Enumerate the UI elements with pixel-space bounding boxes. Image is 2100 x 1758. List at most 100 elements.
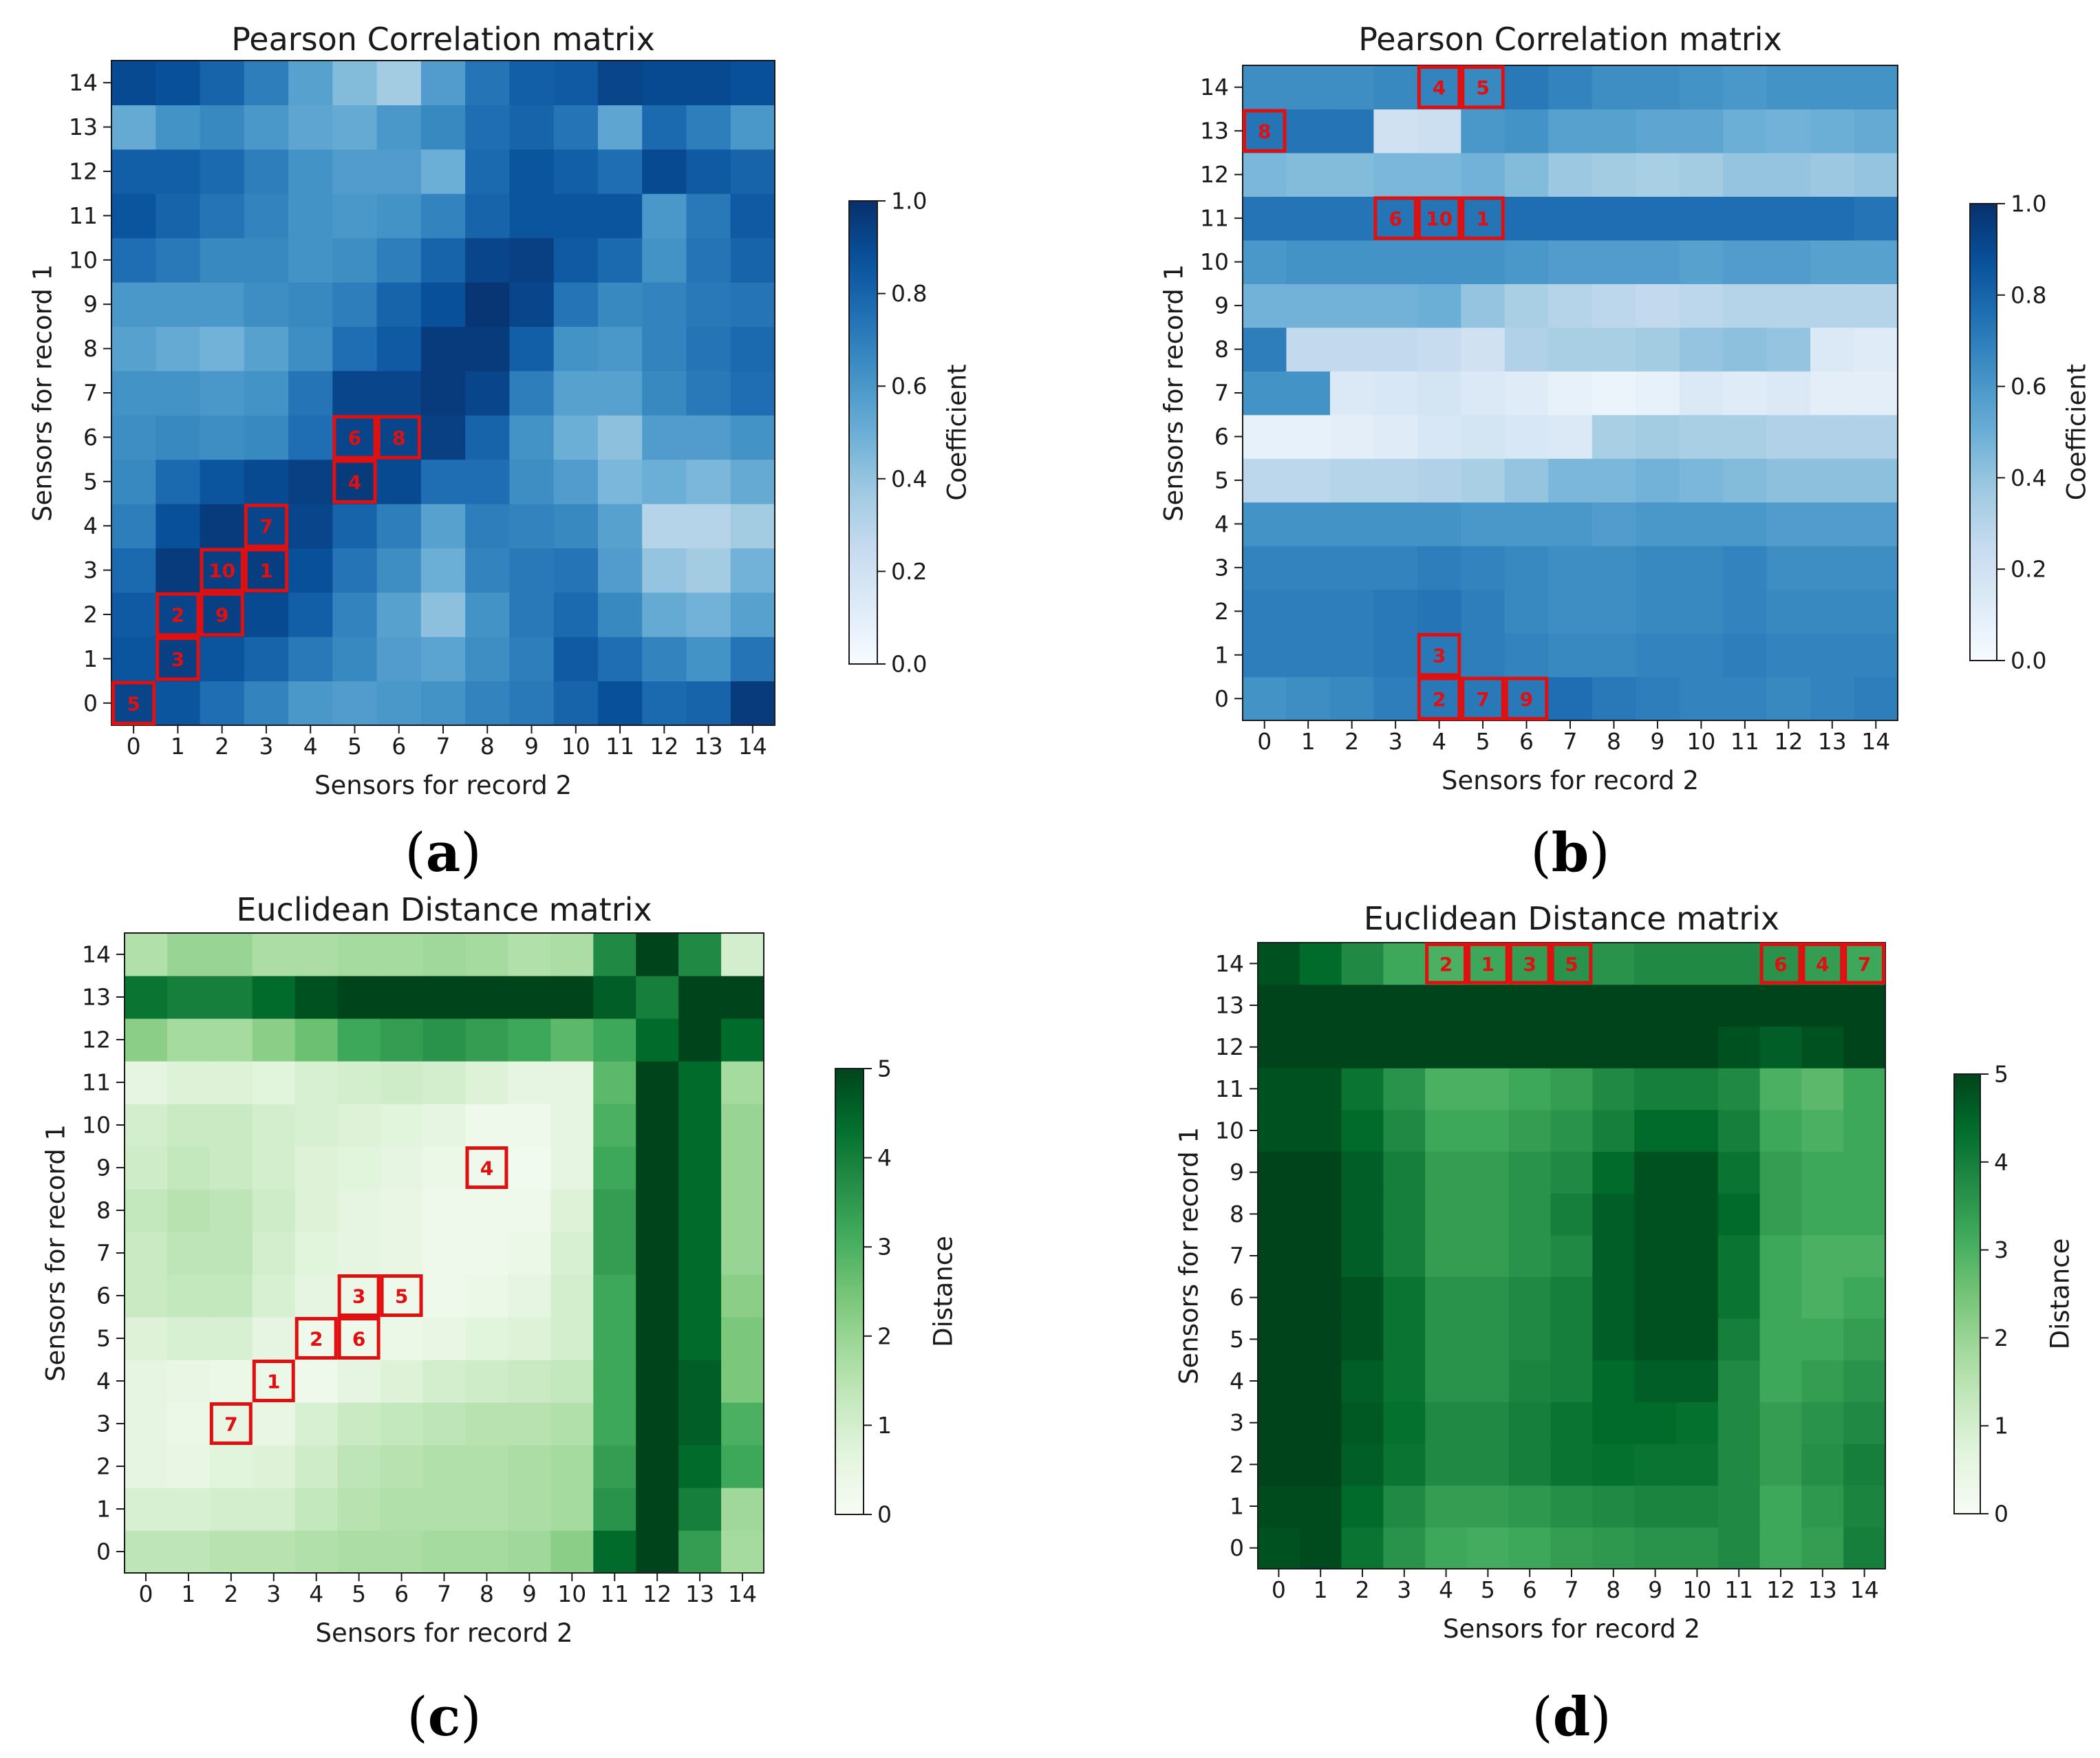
x-tick-label: 1: [1314, 1576, 1328, 1603]
heatmap-cell: [1679, 589, 1724, 634]
heatmap-cell: [1383, 1402, 1426, 1444]
heatmap-cell: [730, 548, 775, 593]
heatmap-cell: [721, 1104, 764, 1147]
heatmap-cell: [1766, 676, 1811, 721]
y-tick-label: 11: [69, 202, 98, 229]
colorbar-tick-label: 1: [877, 1412, 892, 1439]
heatmap-cell: [1717, 984, 1761, 1027]
heatmap-cell: [337, 1061, 381, 1104]
heatmap-cell: [1286, 327, 1331, 372]
heatmap-cell: [125, 1488, 168, 1531]
y-tick-label: 8: [1214, 336, 1229, 363]
colorbar: [1969, 203, 1997, 661]
heatmap-cell: [1854, 65, 1898, 110]
heatmap-cell: [636, 1402, 679, 1446]
heatmap-cell: [465, 1189, 508, 1232]
heatmap-cell: [1801, 1068, 1844, 1111]
heatmap-cell: [1723, 283, 1768, 328]
heatmap-cell: [730, 592, 775, 637]
heatmap-cell: [294, 1402, 339, 1446]
heatmap-cell: [553, 459, 599, 504]
heatmap-cell: [1854, 239, 1898, 284]
heatmap-cell: [686, 548, 731, 593]
heatmap-cell: [1550, 943, 1593, 985]
heatmap-cell: [1801, 1318, 1844, 1361]
heatmap-cell: [678, 1104, 722, 1147]
heatmap-cell: [636, 1530, 679, 1574]
heatmap-cell: [1679, 633, 1724, 678]
heatmap-cell: [1504, 414, 1549, 459]
heatmap-cell: [294, 1018, 339, 1062]
heatmap-cell: [678, 976, 722, 1019]
x-tick-label: 11: [600, 1580, 629, 1607]
heatmap-cell: [420, 548, 466, 593]
heatmap-cell: [1759, 1151, 1802, 1194]
heatmap-cell: [1717, 1234, 1761, 1277]
heatmap-cell: [125, 1360, 168, 1403]
heatmap-cell: [509, 636, 555, 682]
heatmap-cell: [332, 459, 378, 504]
heatmap-cell: [1634, 1068, 1677, 1111]
y-tick-label: 13: [69, 114, 98, 140]
heatmap-cell: [1425, 1109, 1468, 1152]
highlight-label: 2: [310, 1328, 323, 1351]
heatmap-cell: [1425, 1068, 1468, 1111]
heatmap-cell: [1592, 327, 1636, 372]
heatmap-cell: [1383, 1026, 1426, 1069]
heatmap-cell: [332, 504, 378, 548]
heatmap-cell: [1723, 371, 1768, 416]
heatmap-cell: [1548, 196, 1593, 241]
heatmap-cell: [636, 933, 679, 976]
heatmap-cell: [686, 636, 731, 682]
heatmap-cell: [1508, 1151, 1552, 1194]
heatmap-cell: [593, 976, 636, 1019]
heatmap-cell: [465, 933, 508, 976]
heatmap-cell: [1801, 1151, 1844, 1194]
heatmap-cell: [642, 370, 687, 416]
heatmap-cell: [252, 1018, 296, 1062]
heatmap-cell: [1461, 502, 1506, 546]
x-tick-label: 11: [1731, 728, 1759, 755]
heatmap-cell: [1548, 546, 1593, 590]
highlight-box: [1504, 676, 1549, 720]
heatmap-cell: [337, 1445, 381, 1488]
heatmap-cell: [156, 237, 201, 283]
heatmap-cell: [1636, 414, 1680, 459]
heatmap-cell: [721, 1274, 764, 1318]
heatmap-cell: [721, 1232, 764, 1275]
heatmap-cell: [294, 1104, 339, 1147]
heatmap-cell: [332, 149, 378, 194]
heatmap-cell: [1467, 1485, 1510, 1527]
heatmap-cell: [1373, 458, 1418, 503]
highlight-box: [1801, 943, 1844, 985]
heatmap-cell: [642, 282, 687, 327]
heatmap-cell: [1592, 1485, 1635, 1527]
heatmap-cell: [1759, 1402, 1802, 1444]
heatmap-cell: [1425, 1444, 1468, 1486]
heatmap-cell: [244, 61, 289, 105]
heatmap-cell: [465, 1274, 508, 1318]
heatmap-cell: [1329, 109, 1374, 153]
x-tick-label: 13: [694, 733, 723, 760]
x-tick-label: 6: [394, 1580, 409, 1607]
heatmap-cell: [1676, 1444, 1719, 1486]
heatmap-cell: [1550, 1193, 1593, 1236]
heatmap-cell: [1810, 327, 1855, 372]
heatmap-cell: [288, 149, 333, 194]
highlight-label: 5: [395, 1285, 408, 1308]
heatmap-cell: [1843, 1109, 1886, 1152]
heatmap-cell: [200, 370, 245, 416]
heatmap-cell: [1508, 1193, 1552, 1236]
heatmap-cell: [1723, 589, 1768, 634]
heatmap-cell: [465, 193, 510, 239]
heatmap-cell: [1592, 1318, 1635, 1361]
heatmap-cell: [1341, 1026, 1384, 1069]
heatmap-cell: [1461, 327, 1506, 372]
heatmap-cell: [1258, 984, 1300, 1027]
heatmap-cell: [209, 1189, 253, 1232]
heatmap-cell: [1508, 1026, 1552, 1069]
heatmap-cell: [1383, 1068, 1426, 1111]
heatmap-cell: [380, 1232, 424, 1275]
heatmap-cell: [244, 548, 289, 593]
